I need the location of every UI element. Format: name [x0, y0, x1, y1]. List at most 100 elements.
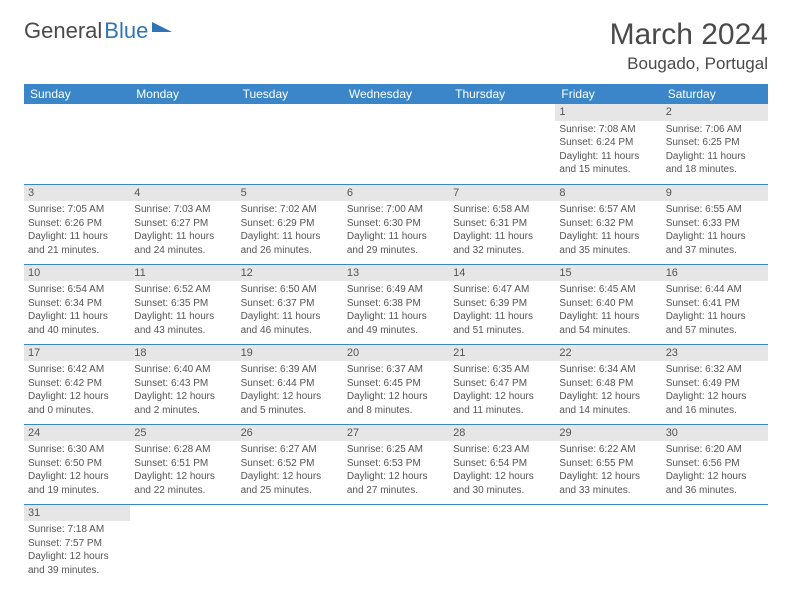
- daylight-text: Daylight: 12 hours and 39 minutes.: [28, 550, 126, 577]
- day-number: 24: [24, 425, 130, 442]
- sunrise-text: Sunrise: 6:27 AM: [241, 443, 339, 457]
- calendar-day-cell: 16Sunrise: 6:44 AMSunset: 6:41 PMDayligh…: [662, 264, 768, 344]
- day-body: Sunrise: 7:06 AMSunset: 6:25 PMDaylight:…: [662, 121, 768, 181]
- daylight-text: Daylight: 11 hours and 54 minutes.: [559, 310, 657, 337]
- sunrise-text: Sunrise: 6:55 AM: [666, 203, 764, 217]
- calendar-day-cell: 23Sunrise: 6:32 AMSunset: 6:49 PMDayligh…: [662, 344, 768, 424]
- logo-text-general: General: [24, 18, 102, 44]
- daylight-text: Daylight: 12 hours and 14 minutes.: [559, 390, 657, 417]
- weekday-header: Monday: [130, 84, 236, 104]
- daylight-text: Daylight: 12 hours and 2 minutes.: [134, 390, 232, 417]
- daylight-text: Daylight: 12 hours and 36 minutes.: [666, 470, 764, 497]
- day-body: Sunrise: 6:20 AMSunset: 6:56 PMDaylight:…: [662, 441, 768, 501]
- calendar-day-cell: [24, 104, 130, 184]
- sunrise-text: Sunrise: 6:52 AM: [134, 283, 232, 297]
- calendar-day-cell: [449, 104, 555, 184]
- header: GeneralBlue March 2024 Bougado, Portugal: [24, 18, 768, 74]
- sunset-text: Sunset: 6:42 PM: [28, 377, 126, 391]
- sunrise-text: Sunrise: 7:00 AM: [347, 203, 445, 217]
- weekday-header: Thursday: [449, 84, 555, 104]
- sunset-text: Sunset: 6:38 PM: [347, 297, 445, 311]
- day-body: Sunrise: 6:23 AMSunset: 6:54 PMDaylight:…: [449, 441, 555, 501]
- daylight-text: Daylight: 12 hours and 16 minutes.: [666, 390, 764, 417]
- day-body: Sunrise: 6:57 AMSunset: 6:32 PMDaylight:…: [555, 201, 661, 261]
- day-body: Sunrise: 6:40 AMSunset: 6:43 PMDaylight:…: [130, 361, 236, 421]
- day-body: Sunrise: 7:08 AMSunset: 6:24 PMDaylight:…: [555, 121, 661, 181]
- calendar-day-cell: 18Sunrise: 6:40 AMSunset: 6:43 PMDayligh…: [130, 344, 236, 424]
- sunrise-text: Sunrise: 6:47 AM: [453, 283, 551, 297]
- daylight-text: Daylight: 12 hours and 8 minutes.: [347, 390, 445, 417]
- calendar-day-cell: 5Sunrise: 7:02 AMSunset: 6:29 PMDaylight…: [237, 184, 343, 264]
- sunrise-text: Sunrise: 6:32 AM: [666, 363, 764, 377]
- day-number: 30: [662, 425, 768, 442]
- sunrise-text: Sunrise: 6:42 AM: [28, 363, 126, 377]
- daylight-text: Daylight: 11 hours and 43 minutes.: [134, 310, 232, 337]
- daylight-text: Daylight: 11 hours and 40 minutes.: [28, 310, 126, 337]
- sunset-text: Sunset: 6:26 PM: [28, 217, 126, 231]
- day-body: Sunrise: 6:52 AMSunset: 6:35 PMDaylight:…: [130, 281, 236, 341]
- day-number: 28: [449, 425, 555, 442]
- calendar-week-row: 1Sunrise: 7:08 AMSunset: 6:24 PMDaylight…: [24, 104, 768, 184]
- calendar-day-cell: 13Sunrise: 6:49 AMSunset: 6:38 PMDayligh…: [343, 264, 449, 344]
- title-block: March 2024 Bougado, Portugal: [610, 18, 768, 74]
- daylight-text: Daylight: 11 hours and 26 minutes.: [241, 230, 339, 257]
- day-number: 15: [555, 265, 661, 282]
- calendar-week-row: 17Sunrise: 6:42 AMSunset: 6:42 PMDayligh…: [24, 344, 768, 424]
- day-number: 14: [449, 265, 555, 282]
- daylight-text: Daylight: 12 hours and 19 minutes.: [28, 470, 126, 497]
- day-number: 11: [130, 265, 236, 282]
- sunset-text: Sunset: 6:51 PM: [134, 457, 232, 471]
- sunrise-text: Sunrise: 6:57 AM: [559, 203, 657, 217]
- day-number: 19: [237, 345, 343, 362]
- daylight-text: Daylight: 11 hours and 15 minutes.: [559, 150, 657, 177]
- sunrise-text: Sunrise: 6:39 AM: [241, 363, 339, 377]
- day-number: 4: [130, 185, 236, 202]
- day-number: 18: [130, 345, 236, 362]
- logo: GeneralBlue: [24, 18, 174, 44]
- sunset-text: Sunset: 6:25 PM: [666, 136, 764, 150]
- day-body: Sunrise: 6:32 AMSunset: 6:49 PMDaylight:…: [662, 361, 768, 421]
- sunrise-text: Sunrise: 6:20 AM: [666, 443, 764, 457]
- daylight-text: Daylight: 11 hours and 18 minutes.: [666, 150, 764, 177]
- calendar-day-cell: [130, 104, 236, 184]
- weekday-header-row: SundayMondayTuesdayWednesdayThursdayFrid…: [24, 84, 768, 104]
- calendar-day-cell: [343, 104, 449, 184]
- sunset-text: Sunset: 7:57 PM: [28, 537, 126, 551]
- day-body: Sunrise: 7:03 AMSunset: 6:27 PMDaylight:…: [130, 201, 236, 261]
- calendar-day-cell: [237, 104, 343, 184]
- calendar-day-cell: 17Sunrise: 6:42 AMSunset: 6:42 PMDayligh…: [24, 344, 130, 424]
- day-body: Sunrise: 6:54 AMSunset: 6:34 PMDaylight:…: [24, 281, 130, 341]
- calendar-day-cell: [555, 504, 661, 584]
- weekday-header: Wednesday: [343, 84, 449, 104]
- sunset-text: Sunset: 6:32 PM: [559, 217, 657, 231]
- day-number: 1: [555, 104, 661, 121]
- daylight-text: Daylight: 12 hours and 5 minutes.: [241, 390, 339, 417]
- sunrise-text: Sunrise: 6:28 AM: [134, 443, 232, 457]
- daylight-text: Daylight: 11 hours and 51 minutes.: [453, 310, 551, 337]
- calendar-day-cell: [449, 504, 555, 584]
- sunrise-text: Sunrise: 6:54 AM: [28, 283, 126, 297]
- sunset-text: Sunset: 6:48 PM: [559, 377, 657, 391]
- sunset-text: Sunset: 6:31 PM: [453, 217, 551, 231]
- day-number: 2: [662, 104, 768, 121]
- daylight-text: Daylight: 11 hours and 24 minutes.: [134, 230, 232, 257]
- sunrise-text: Sunrise: 6:37 AM: [347, 363, 445, 377]
- weekday-header: Sunday: [24, 84, 130, 104]
- calendar-day-cell: 30Sunrise: 6:20 AMSunset: 6:56 PMDayligh…: [662, 424, 768, 504]
- day-number: 21: [449, 345, 555, 362]
- sunset-text: Sunset: 6:44 PM: [241, 377, 339, 391]
- day-body: Sunrise: 6:22 AMSunset: 6:55 PMDaylight:…: [555, 441, 661, 501]
- calendar-day-cell: 10Sunrise: 6:54 AMSunset: 6:34 PMDayligh…: [24, 264, 130, 344]
- sunrise-text: Sunrise: 6:30 AM: [28, 443, 126, 457]
- sunset-text: Sunset: 6:27 PM: [134, 217, 232, 231]
- calendar-day-cell: 22Sunrise: 6:34 AMSunset: 6:48 PMDayligh…: [555, 344, 661, 424]
- sunrise-text: Sunrise: 6:35 AM: [453, 363, 551, 377]
- month-title: March 2024: [610, 18, 768, 52]
- day-number: 23: [662, 345, 768, 362]
- day-number: 26: [237, 425, 343, 442]
- day-number: 6: [343, 185, 449, 202]
- calendar-week-row: 31Sunrise: 7:18 AMSunset: 7:57 PMDayligh…: [24, 504, 768, 584]
- daylight-text: Daylight: 12 hours and 27 minutes.: [347, 470, 445, 497]
- sunset-text: Sunset: 6:50 PM: [28, 457, 126, 471]
- sunset-text: Sunset: 6:40 PM: [559, 297, 657, 311]
